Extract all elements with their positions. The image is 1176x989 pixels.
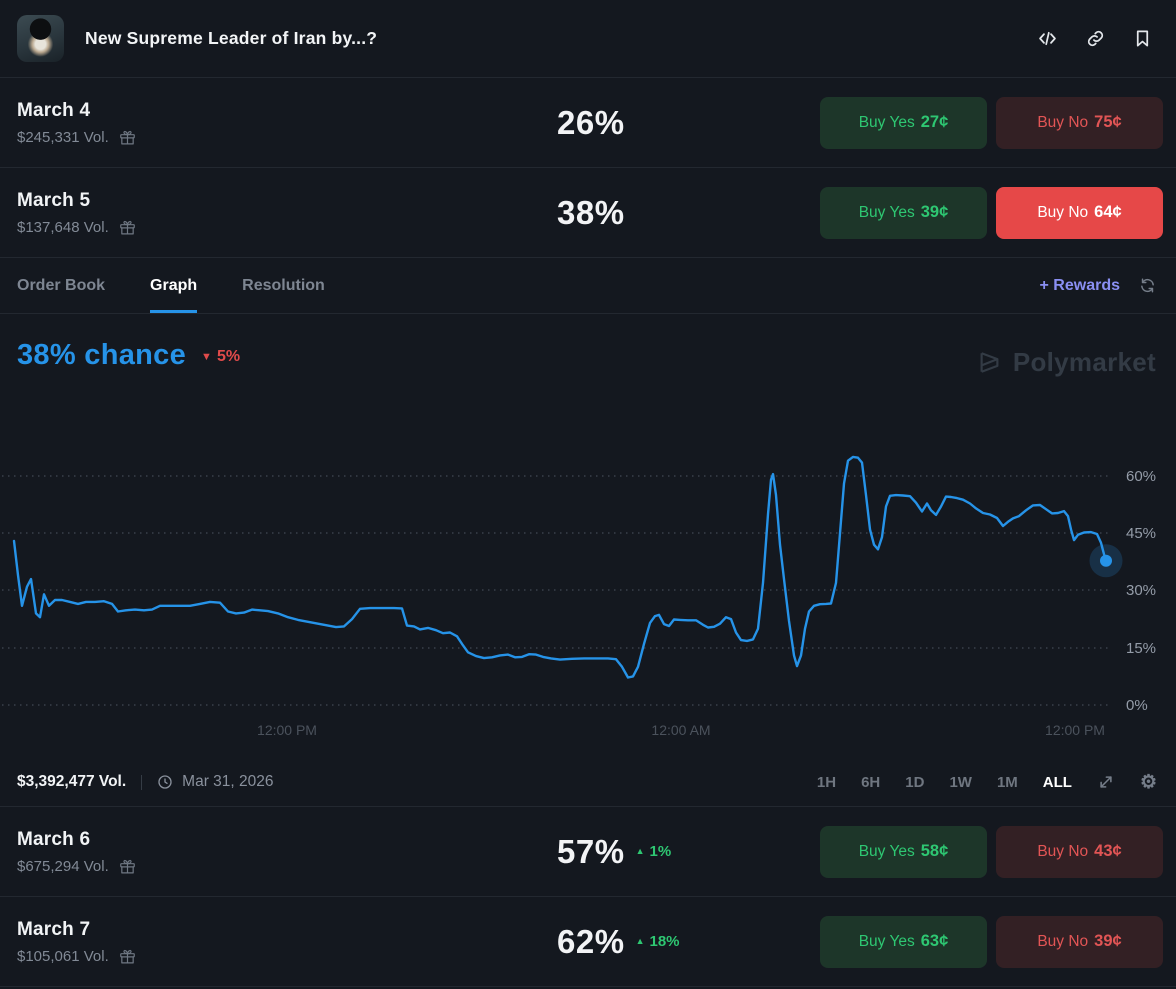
- range-all[interactable]: ALL: [1042, 773, 1072, 791]
- bookmark-icon[interactable]: [1133, 29, 1152, 48]
- buy-no-label: Buy No: [1037, 113, 1089, 131]
- gift-icon[interactable]: [119, 129, 136, 146]
- buy-yes-price: 63¢: [920, 932, 949, 950]
- chart-toolbar: $3,392,477 Vol. Mar 31, 2026 1H 6H 1D 1W…: [0, 758, 1176, 807]
- outcome-change-value: 18%: [649, 933, 680, 950]
- time-range-selector: 1H 6H 1D 1W 1M ALL ⚙: [817, 773, 1157, 792]
- svg-text:0%: 0%: [1126, 697, 1148, 714]
- tab-order-book[interactable]: Order Book: [17, 276, 106, 294]
- clock-icon: [158, 775, 172, 789]
- buy-yes-button[interactable]: Buy Yes 58¢: [820, 825, 987, 878]
- buy-no-price: 75¢: [1094, 113, 1122, 131]
- outcome-change-up: ▲ 1%: [636, 843, 672, 860]
- outcome-change-value: 1%: [649, 843, 672, 860]
- link-icon[interactable]: [1085, 28, 1106, 49]
- buy-yes-label: Buy Yes: [858, 932, 915, 950]
- market-avatar: [17, 15, 64, 62]
- outcome-title: March 7: [17, 918, 91, 940]
- buy-no-button[interactable]: Buy No 64¢: [996, 186, 1163, 239]
- buy-no-price: 64¢: [1094, 203, 1122, 221]
- market-header: New Supreme Leader of Iran by...?: [0, 0, 1176, 78]
- outcome-chance: 38%: [557, 193, 625, 231]
- buy-yes-button[interactable]: Buy Yes 63¢: [820, 915, 987, 968]
- svg-text:45%: 45%: [1126, 525, 1156, 542]
- svg-text:12:00 PM: 12:00 PM: [1045, 722, 1105, 738]
- buy-no-button[interactable]: Buy No 75¢: [996, 96, 1163, 149]
- buy-yes-price: 39¢: [920, 203, 949, 221]
- chart-y-axis-labels: 60% 45% 30% 15% 0%: [1126, 468, 1156, 714]
- buy-yes-label: Buy Yes: [858, 113, 915, 131]
- last-point-dot: [1100, 554, 1112, 567]
- triangle-up-icon: ▲: [635, 936, 645, 946]
- expand-icon[interactable]: [1097, 773, 1115, 791]
- svg-text:12:00 AM: 12:00 AM: [651, 722, 710, 738]
- chart-gridlines: [2, 475, 1112, 706]
- buy-yes-label: Buy Yes: [858, 842, 915, 860]
- buy-yes-price: 58¢: [920, 842, 949, 860]
- buy-no-button[interactable]: Buy No 43¢: [996, 825, 1163, 878]
- outcome-chance: 62%: [557, 922, 625, 960]
- gift-icon[interactable]: [119, 858, 136, 875]
- outcome-row-march-7[interactable]: March 7 $105,061 Vol. 62% ▲ 18% Buy Yes …: [0, 897, 1176, 987]
- buy-yes-label: Buy Yes: [858, 203, 915, 221]
- market-title: New Supreme Leader of Iran by...?: [85, 28, 378, 48]
- outcome-chance: 57%: [557, 832, 625, 870]
- buy-no-label: Buy No: [1037, 842, 1089, 860]
- embed-code-icon[interactable]: [1037, 28, 1058, 49]
- buy-no-label: Buy No: [1037, 932, 1089, 950]
- buy-no-button[interactable]: Buy No 39¢: [996, 915, 1163, 968]
- detail-tabs: Order Book Graph Resolution + Rewards: [0, 258, 1176, 314]
- outcome-row-march-4[interactable]: March 4 $245,331 Vol. 26% Buy Yes 27¢ Bu…: [0, 78, 1176, 168]
- toolbar-separator: [141, 774, 143, 790]
- range-1h[interactable]: 1H: [816, 773, 837, 791]
- outcome-volume: $245,331 Vol.: [17, 128, 109, 146]
- refresh-icon[interactable]: [1139, 277, 1156, 294]
- triangle-down-icon: ▼: [201, 350, 212, 363]
- outcome-title: March 5: [17, 189, 91, 211]
- range-1w[interactable]: 1W: [949, 773, 972, 791]
- chance-header: 38% chance ▼ 5% Polymarket: [0, 314, 1176, 418]
- range-1d[interactable]: 1D: [905, 773, 925, 791]
- gift-icon[interactable]: [119, 219, 136, 236]
- outcome-volume: $137,648 Vol.: [17, 218, 109, 236]
- total-volume: $3,392,477 Vol.: [17, 773, 127, 790]
- buy-yes-button[interactable]: Buy Yes 27¢: [820, 96, 987, 149]
- rewards-link[interactable]: + Rewards: [1039, 276, 1120, 294]
- chance-change-value: 5%: [216, 348, 241, 365]
- svg-text:15%: 15%: [1126, 640, 1156, 657]
- buy-yes-button[interactable]: Buy Yes 39¢: [820, 186, 987, 239]
- settings-gear-icon[interactable]: ⚙: [1139, 771, 1157, 793]
- buy-no-price: 43¢: [1094, 842, 1122, 860]
- price-chart[interactable]: 60% 45% 30% 15% 0% 12:00 PM 12:00 AM 12:…: [0, 418, 1176, 758]
- buy-yes-price: 27¢: [920, 113, 949, 131]
- outcome-volume: $675,294 Vol.: [17, 857, 109, 875]
- outcome-change-up: ▲ 18%: [636, 933, 680, 950]
- buy-no-label: Buy No: [1037, 203, 1089, 221]
- triangle-up-icon: ▲: [635, 846, 645, 856]
- outcome-volume: $105,061 Vol.: [17, 947, 109, 965]
- outcome-title: March 6: [17, 828, 91, 850]
- svg-text:30%: 30%: [1126, 582, 1156, 599]
- buy-no-price: 39¢: [1094, 932, 1122, 950]
- chance-value: 38% chance: [17, 339, 187, 371]
- outcome-row-march-6[interactable]: March 6 $675,294 Vol. 57% ▲ 1% Buy Yes 5…: [0, 807, 1176, 897]
- polymarket-logo-icon: [980, 352, 999, 373]
- chart-x-axis-labels: 12:00 PM 12:00 AM 12:00 PM: [257, 722, 1105, 738]
- svg-text:12:00 PM: 12:00 PM: [257, 722, 317, 738]
- polymarket-watermark: Polymarket: [976, 347, 1156, 378]
- outcome-row-march-5[interactable]: March 5 $137,648 Vol. 38% Buy Yes 39¢ Bu…: [0, 168, 1176, 258]
- price-line: [12, 455, 1108, 679]
- range-6h[interactable]: 6H: [861, 773, 881, 791]
- watermark-text: Polymarket: [1012, 347, 1156, 377]
- end-date: Mar 31, 2026: [182, 773, 274, 790]
- outcome-chance: 26%: [557, 103, 625, 141]
- chance-change: ▼ 5%: [201, 348, 240, 366]
- gift-icon[interactable]: [119, 948, 136, 965]
- svg-text:60%: 60%: [1126, 468, 1156, 485]
- outcome-title: March 4: [17, 99, 91, 121]
- tab-resolution[interactable]: Resolution: [242, 276, 325, 294]
- range-1m[interactable]: 1M: [996, 773, 1018, 791]
- tab-graph[interactable]: Graph: [150, 258, 198, 313]
